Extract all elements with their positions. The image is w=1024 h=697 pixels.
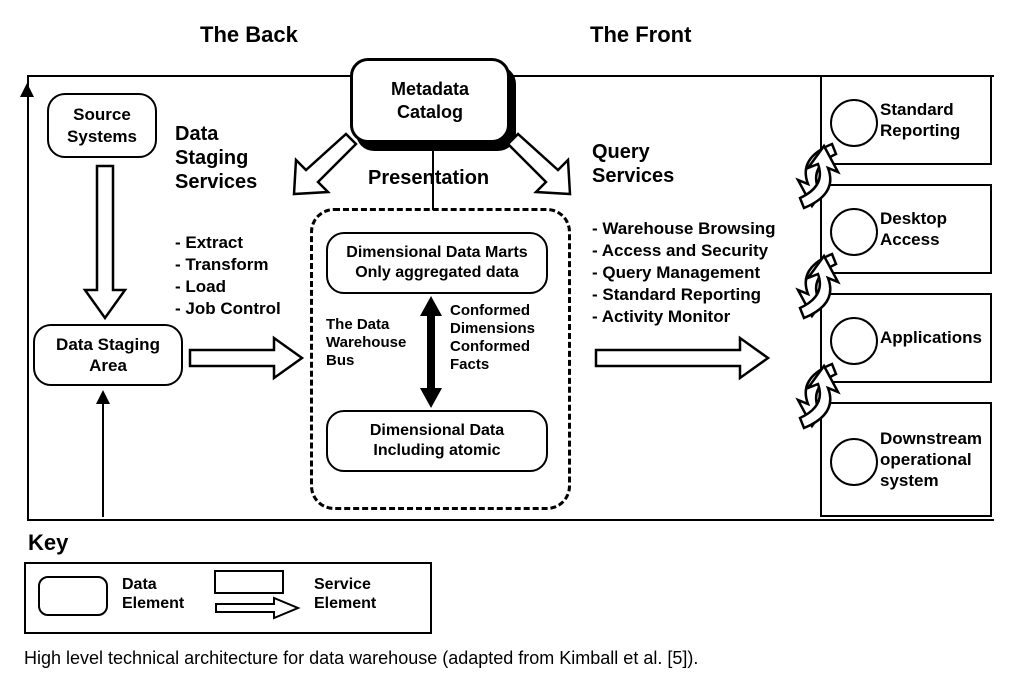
list-staging-services: - Extract - Transform - Load - Job Contr… [175, 232, 281, 320]
title-query-services: Query Services [592, 140, 674, 188]
node-applications: Applications [820, 293, 992, 383]
arrow-metadata-right [504, 128, 574, 198]
circle-downstream [830, 438, 878, 486]
staging-item-2: - Load [175, 276, 281, 298]
label-desktop-access: Desktop Access [880, 208, 990, 251]
title-staging-services: Data Staging Services [175, 122, 257, 194]
label-standard-reporting: Standard Reporting [880, 99, 960, 142]
node-dim-atomic: Dimensional Data Including atomic [326, 410, 548, 472]
query-item-2: - Query Management [592, 262, 776, 284]
staging-item-3: - Job Control [175, 298, 281, 320]
arrow-metadata-left [290, 128, 360, 198]
circle-desktop-access [830, 208, 878, 256]
arrow-presentation-to-services [592, 336, 772, 380]
feedback-arrow-to-source [20, 83, 34, 97]
figure-caption: High level technical architecture for da… [24, 648, 698, 669]
staging-item-1: - Transform [175, 254, 281, 276]
label-metadata-catalog: Metadata Catalog [391, 78, 469, 123]
text-bus-right: Conformed Dimensions Conformed Facts [450, 302, 535, 374]
title-presentation: Presentation [368, 167, 489, 190]
curve-1b [792, 140, 844, 212]
curve-2b [792, 250, 844, 322]
query-item-0: - Warehouse Browsing [592, 218, 776, 240]
node-data-staging-area: Data Staging Area [33, 324, 183, 386]
node-metadata-catalog: Metadata Catalog [350, 58, 510, 143]
node-desktop-access: Desktop Access [820, 184, 992, 274]
label-applications: Applications [880, 327, 982, 348]
circle-applications [830, 317, 878, 365]
query-item-4: - Activity Monitor [592, 306, 776, 328]
feedback-vline [102, 402, 104, 517]
label-source-systems: Source Systems [67, 104, 137, 147]
staging-item-0: - Extract [175, 232, 281, 254]
arrow-source-to-staging [83, 162, 127, 322]
node-dim-marts: Dimensional Data Marts Only aggregated d… [326, 232, 548, 294]
connector-metadata-to-presentation [432, 150, 434, 210]
node-source-systems: Source Systems [47, 93, 157, 158]
key-title: Key [28, 530, 68, 556]
node-downstream: Downstream operational system [820, 402, 992, 517]
query-item-1: - Access and Security [592, 240, 776, 262]
query-item-3: - Standard Reporting [592, 284, 776, 306]
arrow-staging-to-presentation [186, 336, 306, 380]
key-data-shape [38, 576, 104, 612]
label-data-staging-area: Data Staging Area [56, 334, 160, 377]
node-standard-reporting: Standard Reporting [820, 75, 992, 165]
title-the-back: The Back [200, 22, 298, 48]
key-service-shape [214, 570, 310, 620]
label-dim-marts: Dimensional Data Marts Only aggregated d… [346, 243, 527, 283]
list-query-services: - Warehouse Browsing - Access and Securi… [592, 218, 776, 328]
diagram-canvas: The Back The Front Source Systems Metada… [0, 0, 1024, 697]
key-service-text: Service Element [314, 575, 376, 613]
text-bus-left: The Data Warehouse Bus [326, 316, 406, 370]
label-dim-atomic: Dimensional Data Including atomic [370, 421, 504, 461]
label-downstream: Downstream operational system [880, 428, 982, 492]
key-data-text: Data Element [122, 575, 184, 613]
curve-3b [792, 360, 844, 432]
arrow-bus-vertical [418, 296, 444, 408]
title-the-front: The Front [590, 22, 691, 48]
